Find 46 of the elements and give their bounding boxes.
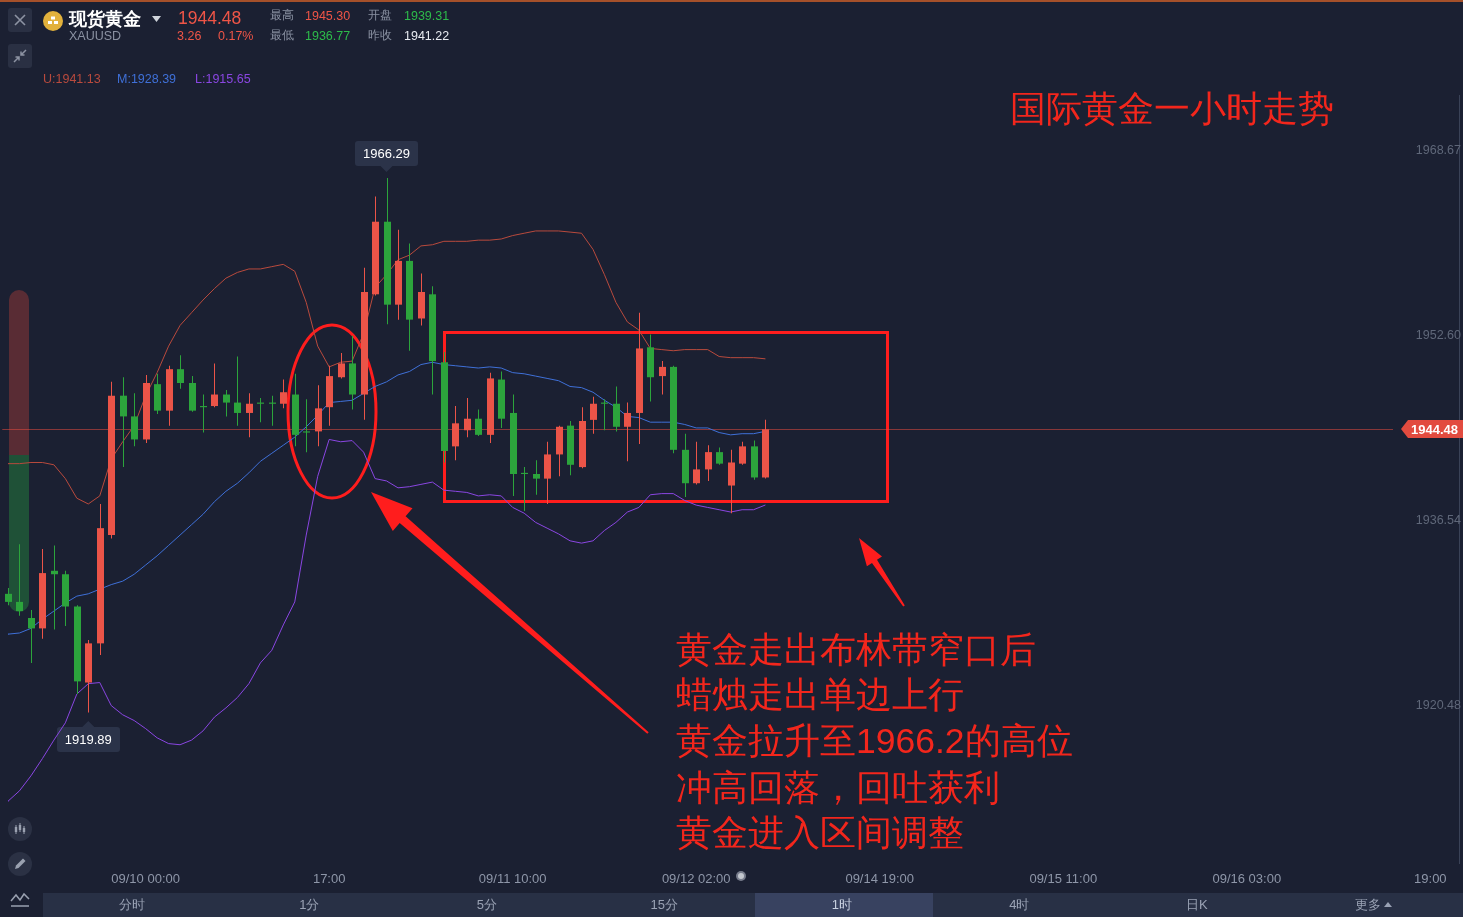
- y-tick-label: 1920.48: [1415, 698, 1462, 713]
- text: 现货黄金: [69, 8, 141, 30]
- text: U:1941.13: [43, 71, 101, 87]
- text: 1944.48: [178, 7, 242, 29]
- text: 最低: [270, 28, 294, 43]
- text: 最高: [270, 8, 294, 23]
- text: 1939.31: [404, 8, 450, 24]
- y-tick-label: 1936.54: [1415, 513, 1462, 528]
- x-tick-label: 09/16 03:00: [1212, 870, 1282, 886]
- text: 日K: [1185, 896, 1208, 913]
- text: 5分: [476, 896, 497, 913]
- annotation: 1919.89: [64, 731, 112, 747]
- candlestick: [303, 399, 310, 453]
- text: 昨收: [368, 28, 392, 43]
- x-tick-label: 09/15 11:00: [1029, 870, 1098, 886]
- annotation: 1966.29: [363, 146, 411, 162]
- text: 开盘: [368, 8, 392, 23]
- text: 4时: [1009, 896, 1030, 913]
- x-tick-label: 19:00: [1414, 870, 1447, 886]
- text: XAUUSD: [69, 28, 122, 44]
- annotation: 蜡烛走出单边上行: [676, 674, 964, 716]
- text: 1941.22: [404, 28, 450, 44]
- annotation: 冲高回落，回吐获利: [676, 767, 1000, 809]
- text: 1分: [299, 896, 320, 913]
- text: 1945.30: [305, 8, 351, 24]
- text: 分时: [118, 896, 145, 913]
- text: 0.17%: [218, 28, 254, 44]
- x-tick-label: 09/11 10:00: [478, 870, 547, 886]
- annotation: 黄金走出布林带窄口后: [676, 629, 1036, 671]
- annotation: 黄金进入区间调整: [676, 812, 964, 854]
- y-tick-label: 1952.60: [1415, 328, 1462, 343]
- x-tick-label: 09/10 00:00: [111, 870, 180, 886]
- ref-line-label: 1944.48: [1411, 421, 1459, 437]
- text: 1时: [831, 896, 852, 913]
- text: L:1915.65: [195, 71, 251, 87]
- text: 15分: [650, 896, 678, 913]
- text: 1936.77: [305, 28, 351, 44]
- x-tick-label: 09/12 02:00: [661, 870, 731, 886]
- y-tick-label: 1968.67: [1415, 143, 1462, 158]
- text: 更多: [1355, 896, 1382, 913]
- chart-title: 国际黄金一小时走势: [1010, 88, 1334, 130]
- annotation: 黄金拉升至1966.2的高位: [676, 720, 1073, 762]
- text: M:1928.39: [117, 71, 177, 87]
- x-tick-label: 09/14 19:00: [845, 870, 915, 886]
- x-tick-label: 17:00: [312, 870, 346, 886]
- text: 3.26: [177, 28, 202, 44]
